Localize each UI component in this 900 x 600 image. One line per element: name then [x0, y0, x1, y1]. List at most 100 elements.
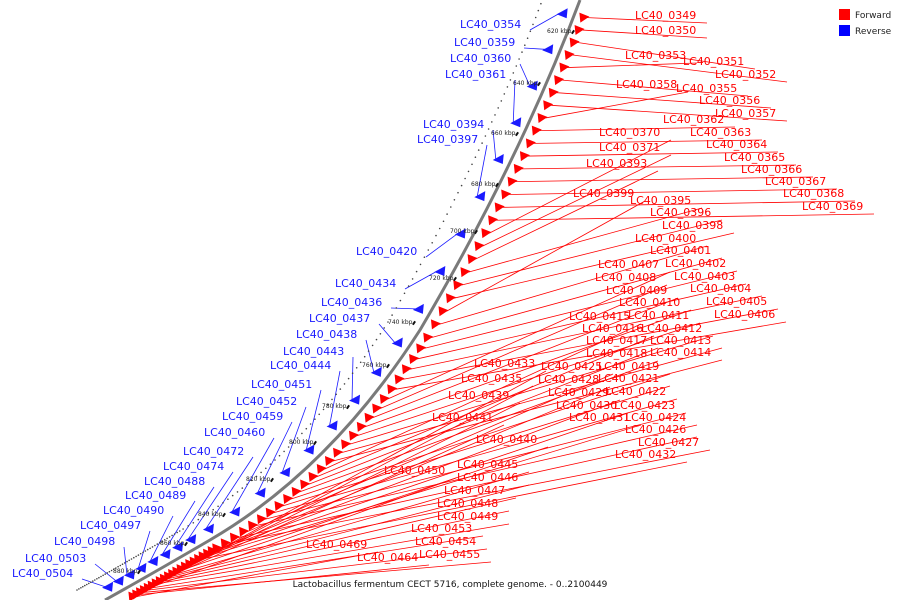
scale-dot: [335, 393, 338, 396]
forward-leader-line: [340, 347, 723, 454]
scale-dot: [518, 58, 520, 60]
scale-tick-label: 860 kbp: [160, 540, 185, 547]
scale-dot: [283, 450, 285, 453]
forward-leader-line: [587, 17, 708, 24]
forward-gene-arrow: [248, 520, 259, 531]
scale-dot: [296, 437, 299, 439]
reverse-leader-line: [512, 79, 516, 123]
scale-dot: [438, 227, 441, 230]
forward-gene-label: LC40_0402: [665, 257, 726, 270]
forward-gene-label: LC40_0353: [625, 49, 686, 62]
scale-dot: [391, 314, 393, 316]
scale-dot: [487, 128, 490, 130]
scale-dot: [327, 403, 329, 406]
scale-dot: [121, 563, 124, 565]
forward-gene-label: LC40_0416: [582, 322, 643, 335]
scale-dot: [123, 562, 126, 564]
forward-strand-arrows: [128, 12, 590, 600]
scale-dot: [92, 580, 94, 582]
scale-dot: [202, 515, 205, 518]
scale-dot: [347, 377, 350, 380]
forward-leader-line: [387, 271, 671, 400]
forward-leader-line: [228, 449, 711, 544]
scale-tick-mark: [222, 512, 226, 518]
scale-dot: [117, 565, 119, 568]
scale-dot: [521, 51, 523, 53]
forward-leader-line: [324, 323, 642, 470]
forward-gene-label: LC40_0448: [437, 497, 498, 510]
reverse-gene-arrow: [492, 154, 504, 165]
forward-leader-line: [171, 484, 530, 577]
reverse-gene-label: LC40_0360: [450, 52, 511, 65]
scale-dot: [399, 299, 402, 302]
scale-dot: [255, 475, 258, 478]
forward-leader-line: [307, 347, 659, 485]
forward-leader-line: [220, 386, 611, 549]
scale-dot: [173, 533, 176, 535]
scale-dot: [460, 184, 463, 187]
forward-gene-arrow: [519, 151, 530, 162]
forward-leader-line: [184, 446, 549, 570]
reverse-leader-line: [162, 500, 196, 555]
forward-gene-label: LC40_0395: [630, 194, 691, 207]
reverse-leader-line: [187, 471, 234, 540]
scale-tick-mark: [137, 569, 141, 575]
forward-gene-arrow: [300, 479, 311, 490]
scale-dot: [130, 558, 133, 560]
forward-gene-label: LC40_0425: [541, 360, 602, 373]
scale-dot: [106, 572, 109, 574]
forward-gene-arrow: [494, 202, 505, 213]
forward-leader-line: [291, 373, 671, 500]
scale-dot: [503, 93, 506, 95]
forward-gene-label: LC40_0469: [306, 538, 367, 551]
reverse-gene-label: LC40_0497: [80, 519, 141, 532]
forward-leader-line: [431, 257, 723, 338]
scale-dot: [187, 525, 189, 527]
reverse-leader-line: [529, 12, 560, 31]
scale-dot: [494, 114, 496, 116]
reverse-leader-line: [138, 530, 151, 568]
forward-gene-label: LC40_0408: [595, 271, 656, 284]
scale-dot: [236, 491, 239, 493]
scale-dot: [278, 454, 281, 457]
scale-dot: [212, 508, 214, 511]
scale-dot: [144, 550, 147, 552]
scale-dot: [446, 213, 448, 215]
forward-leader-line: [356, 322, 701, 437]
reverse-gene-label: LC40_0436: [321, 296, 382, 309]
forward-gene-label: LC40_0417: [586, 334, 647, 347]
scale-dot: [477, 149, 480, 151]
forward-leader-line: [155, 477, 457, 587]
forward-gene-arrow: [308, 471, 319, 482]
forward-leader-line: [515, 176, 814, 183]
forward-leader-line: [453, 232, 735, 299]
forward-gene-arrow: [548, 87, 559, 98]
scale-tick-label: 720 kbp: [429, 275, 454, 282]
forward-gene-arrow: [569, 37, 580, 48]
forward-gene-label: LC40_0369: [802, 200, 863, 213]
scale-tick-label: 800 kbp: [289, 439, 314, 446]
scale-dot: [515, 65, 518, 67]
scale-dot: [178, 530, 181, 532]
scale-dot: [82, 585, 84, 588]
scale-dot: [126, 560, 128, 563]
forward-leader-line: [193, 385, 534, 565]
scale-dot: [137, 554, 140, 556]
scale-tick-label: 820 kbp: [246, 476, 271, 483]
scale-dot: [227, 498, 229, 501]
forward-gene-label: LC40_0355: [676, 82, 737, 95]
legend-forward-label: Forward: [855, 11, 891, 21]
scale-dot: [80, 587, 82, 589]
forward-gene-label: LC40_0433: [474, 357, 535, 370]
forward-gene-arrow: [341, 439, 352, 450]
reverse-gene-label: LC40_0438: [296, 328, 357, 341]
scale-dot: [474, 156, 477, 158]
scale-dot: [115, 567, 117, 569]
forward-leader-line: [482, 154, 672, 247]
forward-gene-label: LC40_0350: [635, 24, 696, 37]
forward-gene-label: LC40_0352: [715, 68, 776, 81]
scale-dot: [318, 413, 321, 416]
forward-gene-label: LC40_0362: [663, 113, 724, 126]
scale-dot: [128, 559, 130, 562]
scale-dot: [500, 100, 503, 102]
